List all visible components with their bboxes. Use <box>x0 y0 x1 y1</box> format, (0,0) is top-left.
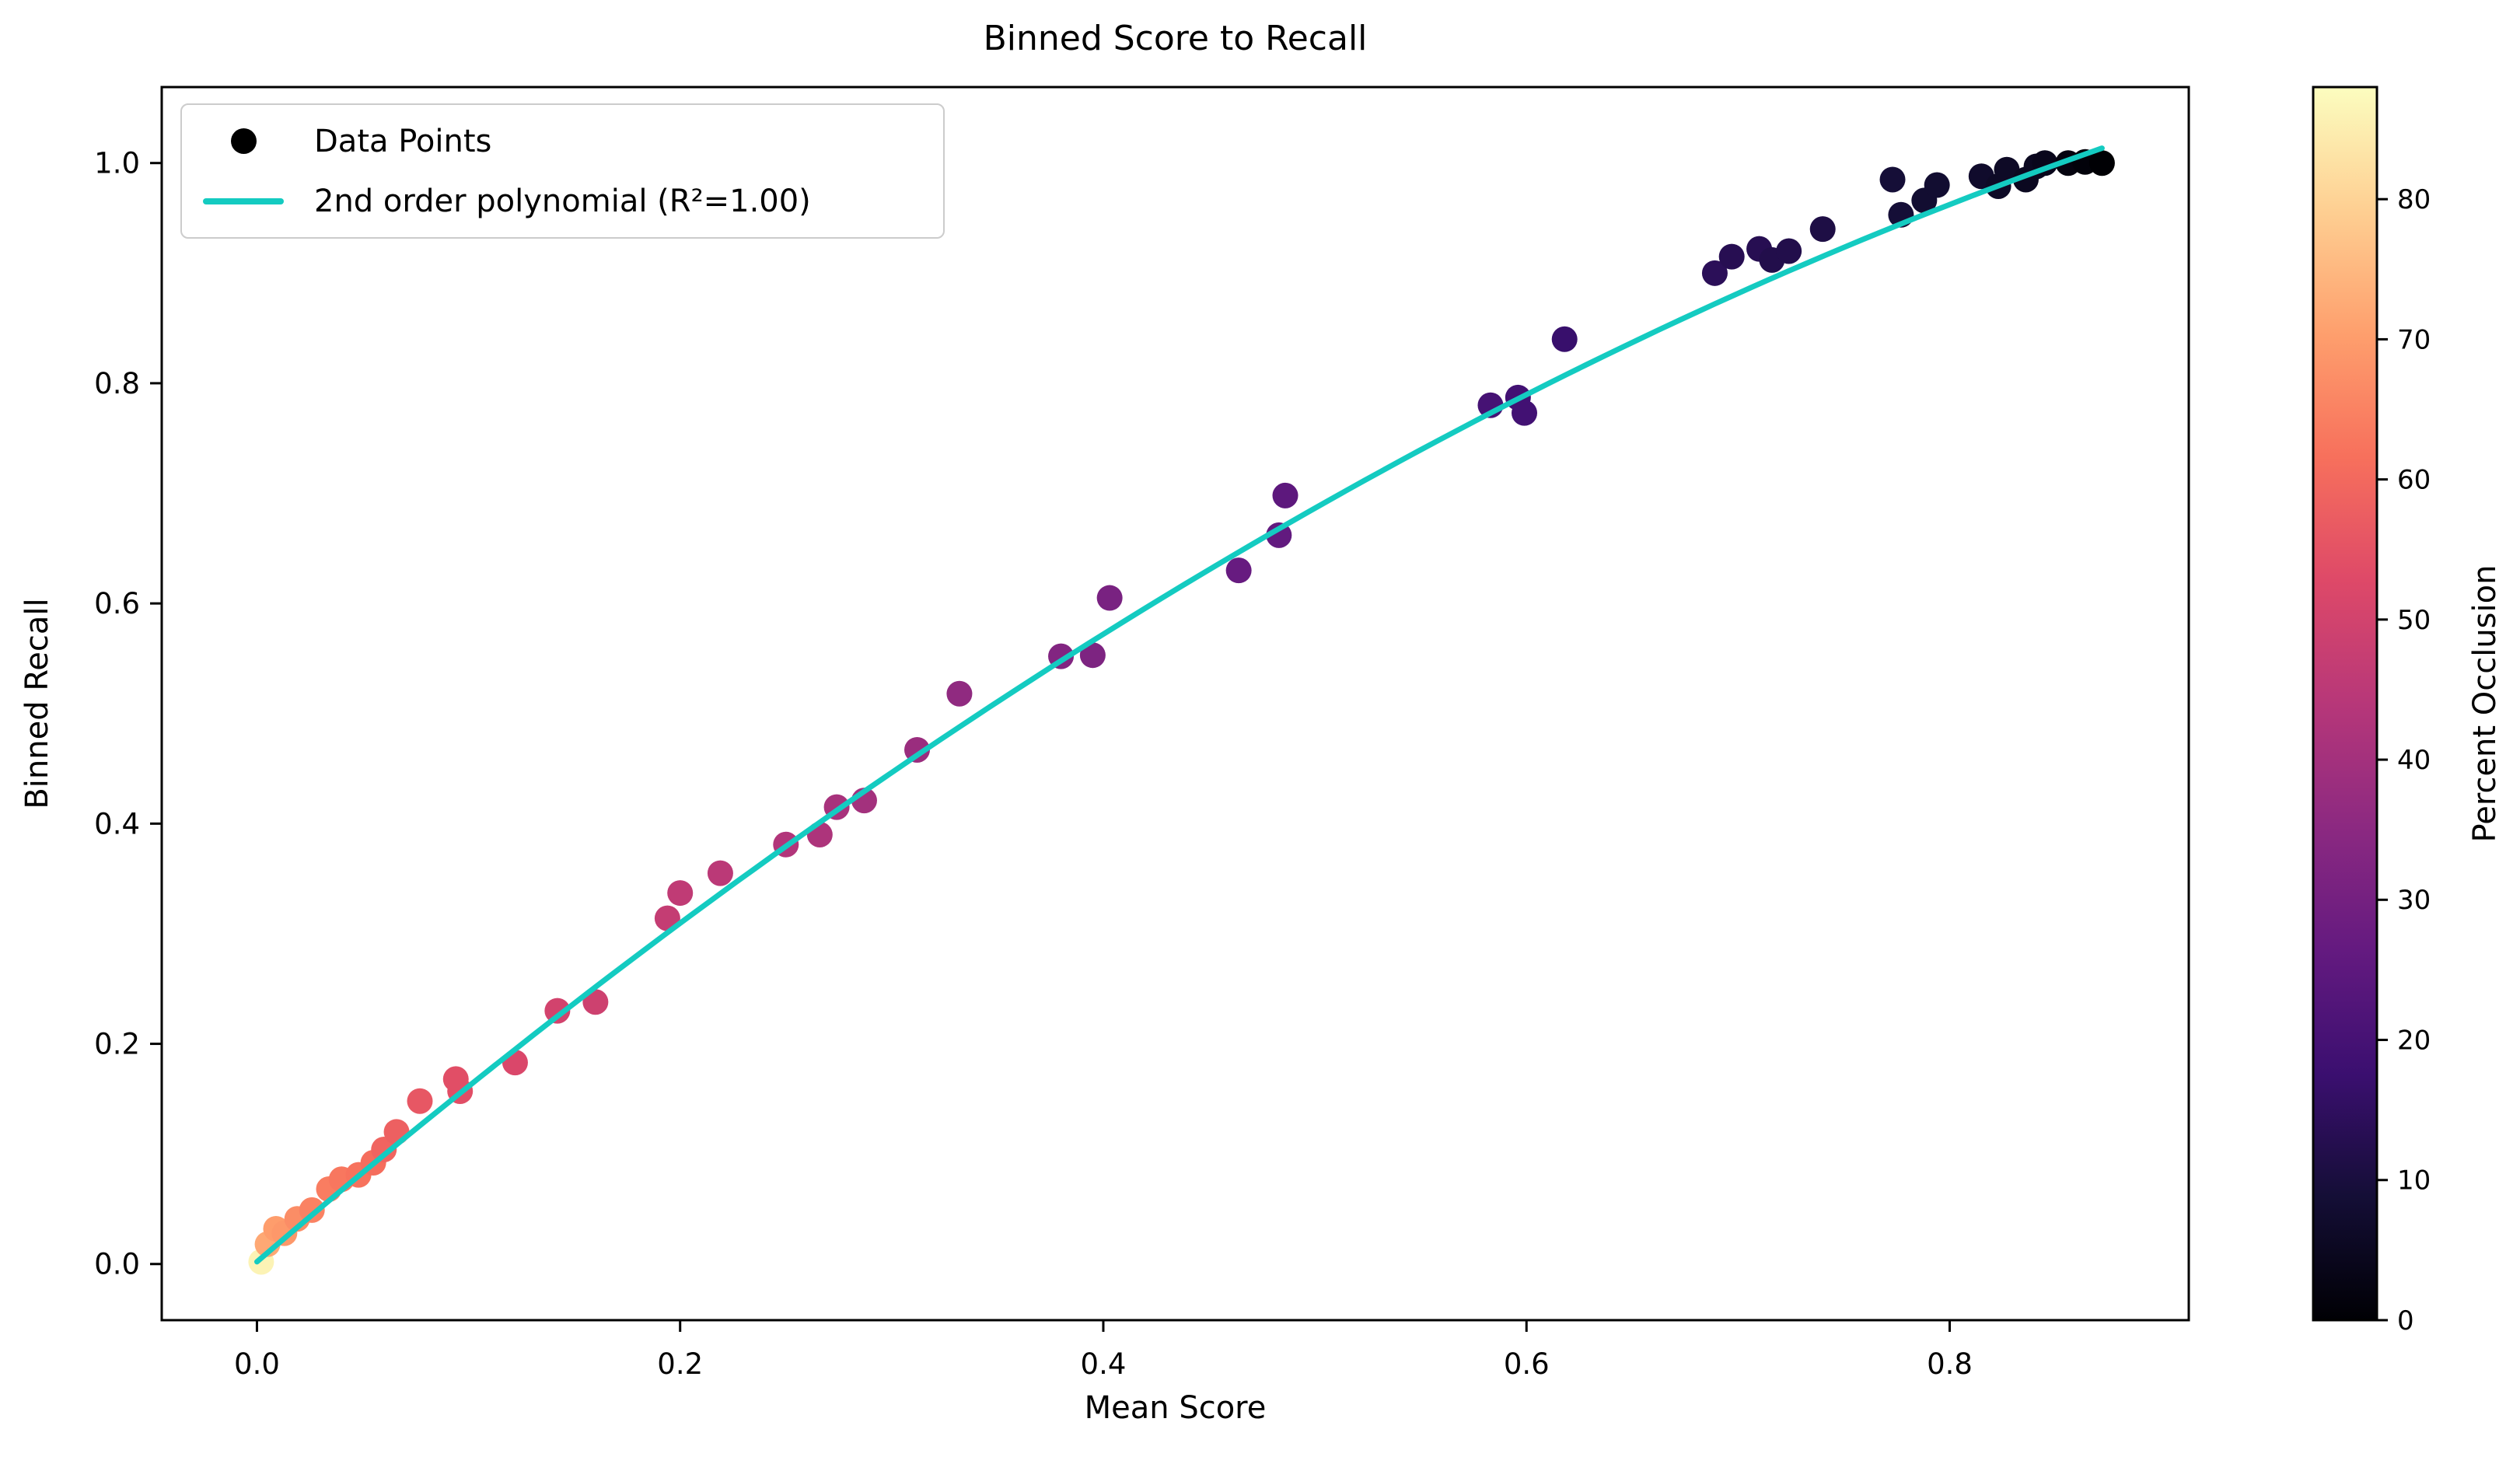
x-tick-label: 0.8 <box>1927 1347 1973 1381</box>
fit-curve-line <box>254 145 2105 1265</box>
data-point <box>707 860 733 886</box>
legend-item-data-points: Data Points <box>201 124 924 159</box>
data-point <box>1924 172 1950 198</box>
data-point <box>1225 557 1252 584</box>
data-point <box>667 880 694 907</box>
colorbar-tick-label: 50 <box>2397 605 2431 636</box>
legend-label: Data Points <box>314 123 492 159</box>
legend-label: 2nd order polynomial (R²=1.00) <box>314 183 811 219</box>
y-axis-label: Binned Recall <box>19 598 55 809</box>
data-point <box>1096 585 1123 611</box>
legend-item-fit-line: 2nd order polynomial (R²=1.00) <box>201 183 924 219</box>
data-point <box>946 680 973 707</box>
data-point <box>1266 522 1292 548</box>
colorbar-tick-label: 0 <box>2397 1305 2414 1336</box>
data-point <box>544 998 571 1024</box>
data-point <box>383 1119 410 1145</box>
data-point <box>1272 482 1298 508</box>
data-point <box>582 989 609 1015</box>
x-tick-label: 0.0 <box>234 1347 280 1381</box>
data-point <box>1718 243 1745 270</box>
data-point <box>407 1088 433 1114</box>
y-tick-label: 1.0 <box>94 147 140 180</box>
y-tick-label: 0.6 <box>94 587 140 620</box>
x-axis-label: Mean Score <box>1084 1390 1267 1426</box>
data-point <box>371 1137 397 1163</box>
colorbar <box>2312 86 2378 1322</box>
colorbar-label: Percent Occlusion <box>2467 564 2503 843</box>
legend-marker-box <box>201 128 286 154</box>
data-point <box>299 1197 325 1223</box>
data-point <box>1809 216 1836 243</box>
colorbar-tick-label: 10 <box>2397 1165 2431 1197</box>
data-point <box>904 736 931 763</box>
colorbar-tick-label: 60 <box>2397 465 2431 496</box>
data-point <box>1551 326 1578 352</box>
y-tick-label: 0.8 <box>94 367 140 400</box>
y-tick-label: 0.4 <box>94 807 140 840</box>
colorbar-tick-label: 40 <box>2397 745 2431 776</box>
scatter-marker-icon <box>230 128 257 154</box>
data-point <box>1079 642 1106 669</box>
chart-title: Binned Score to Recall <box>983 19 1368 58</box>
x-tick-label: 0.4 <box>1081 1347 1127 1381</box>
x-tick-label: 0.2 <box>657 1347 703 1381</box>
line-marker-icon <box>203 197 284 204</box>
axes-spines <box>160 86 2190 1322</box>
y-tick-label: 0.2 <box>94 1028 140 1061</box>
data-point <box>1512 400 1538 426</box>
data-point <box>1701 260 1728 286</box>
y-tick-label: 0.0 <box>94 1248 140 1281</box>
x-tick-label: 0.6 <box>1504 1347 1550 1381</box>
scatter-points <box>248 148 2115 1275</box>
data-point <box>1776 238 1802 264</box>
colorbar-tick-label: 30 <box>2397 885 2431 916</box>
colorbar-tick-label: 70 <box>2397 324 2431 355</box>
data-point <box>1879 166 1906 193</box>
legend: Data Points 2nd order polynomial (R²=1.0… <box>180 103 945 239</box>
legend-marker-box <box>201 197 286 204</box>
data-point <box>2088 150 2115 176</box>
data-point <box>1994 156 2020 183</box>
colorbar-tick-label: 20 <box>2397 1025 2431 1056</box>
colorbar-tick-label: 80 <box>2397 184 2431 215</box>
